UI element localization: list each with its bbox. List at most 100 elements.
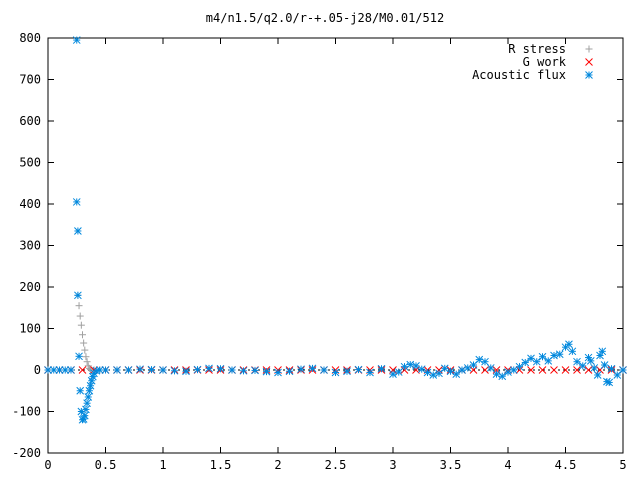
data-point [331, 368, 340, 377]
data-point [607, 364, 616, 373]
y-tick-label: 300 [19, 239, 41, 253]
data-point [593, 371, 602, 379]
x-tick-label: 0.5 [95, 458, 117, 472]
data-point [82, 405, 90, 414]
legend-label: R stress [508, 42, 566, 56]
y-tick-label: 400 [19, 197, 41, 211]
data-point [297, 365, 305, 374]
data-point [565, 340, 573, 349]
data-point [435, 369, 443, 378]
x-tick-label: 5 [619, 458, 626, 472]
legend-label: G work [523, 55, 567, 69]
data-point [82, 353, 90, 361]
y-tick-label: 800 [19, 31, 41, 45]
data-point [77, 321, 85, 329]
data-point [440, 364, 449, 373]
legend-marker [585, 58, 593, 66]
data-point [555, 350, 564, 359]
data-point [613, 371, 622, 379]
data-point [86, 381, 95, 390]
data-point [366, 368, 374, 377]
data-point [85, 386, 94, 395]
x-tick-label: 2.5 [325, 458, 347, 472]
data-point [285, 367, 294, 376]
data-point [509, 366, 518, 374]
x-tick-label: 4.5 [555, 458, 577, 472]
data-point [124, 366, 133, 374]
data-point [113, 366, 121, 374]
data-point [83, 399, 91, 408]
data-point [136, 365, 144, 374]
x-tick-label: 1.5 [210, 458, 232, 472]
series-layer [44, 36, 627, 424]
data-point [72, 198, 81, 206]
legend-label: Acoustic flux [472, 68, 566, 82]
data-point [274, 368, 282, 377]
x-tick-label: 2 [274, 458, 281, 472]
data-point [49, 366, 58, 374]
data-point [239, 366, 248, 375]
chart-title: m4/n1.5/q2.0/r-+.05-j28/M0.01/512 [206, 11, 444, 25]
y-tick-label: 100 [19, 322, 41, 336]
data-point [423, 368, 432, 377]
y-tick-label: 700 [19, 73, 41, 87]
y-tick-label: 0 [34, 363, 41, 377]
data-point [578, 361, 587, 370]
data-point [598, 347, 607, 356]
data-point [550, 366, 558, 374]
series-r-stress [74, 291, 109, 374]
plot-border [47, 37, 624, 454]
data-point [228, 366, 236, 374]
data-point [521, 358, 530, 367]
data-point [81, 346, 89, 354]
y-tick-label: -100 [12, 405, 41, 419]
data-point [193, 365, 202, 374]
data-point [561, 366, 570, 374]
data-point [586, 357, 595, 365]
data-point [83, 358, 91, 366]
data-point [527, 354, 535, 363]
data-point [84, 393, 93, 401]
data-point [67, 366, 75, 374]
data-point [308, 364, 317, 373]
legend-marker [585, 45, 593, 53]
data-point [55, 366, 64, 374]
data-point [182, 367, 190, 376]
y-tick-label: 600 [19, 114, 41, 128]
data-point [498, 372, 507, 381]
data-point [600, 361, 609, 369]
x-axis: 0 0.5 1 1.5 2 2.5 3 3.5 4 4.5 5 [44, 38, 627, 472]
legend-marker [585, 71, 593, 79]
y-tick-label: 200 [19, 280, 41, 294]
data-point [573, 357, 581, 366]
data-point [538, 366, 547, 374]
data-point [72, 36, 81, 44]
data-point [452, 370, 461, 379]
x-tick-label: 4 [504, 458, 511, 472]
x-tick-label: 0 [44, 458, 51, 472]
data-point [532, 357, 541, 366]
data-point [80, 411, 89, 420]
x-tick-label: 3 [389, 458, 396, 472]
data-point [377, 364, 386, 373]
series-acoustic-flux [44, 36, 627, 424]
data-point [262, 367, 271, 376]
data-point [481, 357, 489, 366]
data-point [343, 367, 351, 376]
data-point [400, 362, 409, 371]
data-point [80, 339, 88, 347]
data-point [75, 352, 83, 361]
data-point [417, 365, 426, 374]
data-point [216, 364, 225, 373]
data-point [74, 227, 82, 235]
data-point [75, 302, 83, 310]
data-point [320, 366, 328, 374]
data-point [568, 347, 577, 356]
data-point [76, 386, 85, 395]
data-point [429, 371, 438, 379]
data-point [170, 366, 179, 375]
x-tick-label: 1 [159, 458, 166, 472]
data-point [605, 378, 614, 387]
data-point [101, 366, 110, 374]
